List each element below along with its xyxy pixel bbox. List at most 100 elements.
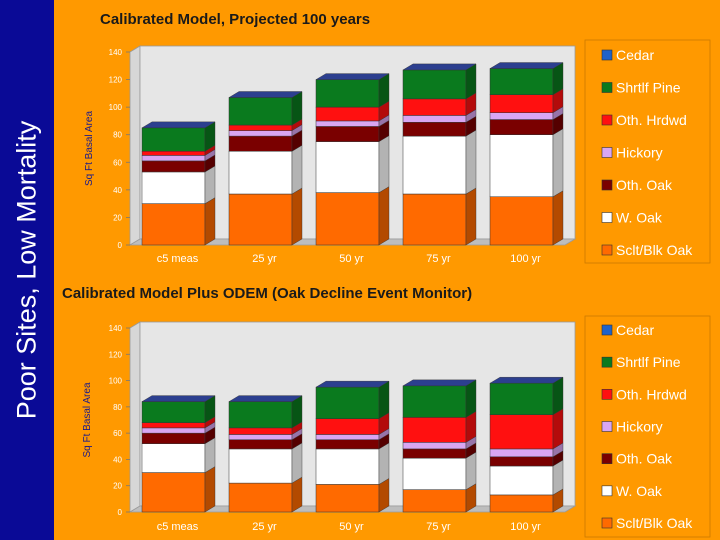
- bar-side-oth-hrdwd: [552, 408, 564, 450]
- legend-swatch-oth-hrdwd: [601, 389, 613, 400]
- bar-segment-hickory: [228, 434, 293, 440]
- y-tick-label: 40: [113, 455, 122, 464]
- chart-1-title: Calibrated Model, Projected 100 years: [100, 11, 371, 28]
- y-tick-label: 0: [118, 508, 123, 517]
- y-tick-label: 120: [109, 76, 123, 85]
- legend-swatch-cedar: [601, 324, 613, 336]
- bar-segment-hickory: [489, 112, 554, 120]
- x-tick-label: 25 yr: [252, 253, 277, 265]
- y-tick-label: 40: [113, 186, 122, 195]
- bar-segment-shrtlf-pine: [315, 79, 380, 108]
- bar-side-sclt-blk-oak: [378, 186, 390, 246]
- y-axis-label: Sq Ft Basal Area: [82, 382, 93, 457]
- legend-swatch-w-oak: [601, 212, 613, 223]
- side-wall: [129, 45, 141, 246]
- bar-segment-oth-oak: [489, 456, 554, 467]
- bar-segment-sclt-blk-oak: [228, 482, 293, 513]
- legend-swatch-shrtlf-pine: [601, 82, 613, 93]
- y-tick-label: 140: [109, 48, 123, 57]
- bar-segment-w-oak: [228, 151, 293, 195]
- bar-top: [315, 380, 390, 388]
- bar-side-w-oak: [465, 451, 477, 491]
- bar-segment-hickory: [402, 442, 467, 450]
- y-axis-label: Sq Ft Basal Area: [84, 111, 95, 186]
- legend-label-oth-oak: Oth. Oak: [616, 177, 673, 193]
- legend-swatch-hickory: [601, 421, 613, 432]
- legend-label-cedar: Cedar: [616, 47, 654, 63]
- bar-segment-sclt-blk-oak: [315, 484, 380, 513]
- bar-segment-oth-oak: [228, 135, 293, 152]
- bar-segment-shrtlf-pine: [141, 127, 206, 152]
- bar-side-sclt-blk-oak: [465, 187, 477, 246]
- bar-top: [228, 395, 303, 402]
- bar-segment-shrtlf-pine: [402, 385, 467, 418]
- legend-label-w-oak: W. Oak: [616, 210, 663, 226]
- bar-side-sclt-blk-oak: [291, 187, 303, 246]
- x-tick-label: 75 yr: [426, 521, 451, 533]
- side-wall: [129, 321, 141, 513]
- bar-segment-sclt-blk-oak: [489, 196, 554, 246]
- chart-2-title: Calibrated Model Plus ODEM (Oak Decline …: [62, 285, 473, 302]
- y-tick-label: 140: [109, 324, 123, 333]
- bar-segment-oth-hrdwd: [402, 417, 467, 443]
- bar-side-w-oak: [291, 442, 303, 484]
- legend-label-oth-hrdwd: Oth. Hrdwd: [616, 112, 687, 128]
- bar-side-sclt-blk-oak: [552, 190, 564, 246]
- bar-segment-oth-hrdwd: [228, 124, 293, 131]
- bar-segment-shrtlf-pine: [228, 401, 293, 429]
- x-tick-label: 50 yr: [339, 521, 364, 533]
- bar-segment-oth-oak: [141, 432, 206, 444]
- bar-segment-w-oak: [489, 134, 554, 197]
- legend-label-cedar: Cedar: [616, 322, 654, 338]
- bar-segment-oth-oak: [489, 119, 554, 135]
- legend-swatch-shrtlf-pine: [601, 356, 613, 368]
- legend: Cedar Shrtlf Pine Oth. Hrdwd Hickory Oth. Oa…: [584, 315, 711, 538]
- y-tick-label: 80: [113, 403, 122, 412]
- bar-segment-hickory: [402, 115, 467, 123]
- legend-swatch-sclt-blk-oak: [601, 517, 613, 529]
- bar-segment-shrtlf-pine: [489, 382, 554, 415]
- bar-top: [141, 121, 216, 129]
- bar-segment-w-oak: [402, 457, 467, 490]
- legend-label-shrtlf-pine: Shrtlf Pine: [616, 80, 681, 96]
- bar-side-shrtlf-pine: [378, 380, 390, 420]
- bar-side-sclt-blk-oak: [204, 197, 216, 246]
- bar-segment-sclt-blk-oak: [402, 489, 467, 513]
- bar-segment-oth-hrdwd: [141, 151, 206, 156]
- bar-side-w-oak: [378, 135, 390, 193]
- bar-side-w-oak: [204, 165, 216, 204]
- legend-swatch-cedar: [601, 49, 613, 61]
- bar-side-shrtlf-pine: [465, 379, 477, 418]
- legend-swatch-hickory: [601, 147, 613, 158]
- bar-top: [402, 63, 477, 71]
- bar-top: [489, 62, 564, 69]
- bar-segment-w-oak: [489, 465, 554, 496]
- bar-segment-sclt-blk-oak: [141, 203, 206, 246]
- x-tick-label: 100 yr: [510, 253, 541, 265]
- legend-label-w-oak: W. Oak: [616, 483, 663, 499]
- bar-segment-oth-hrdwd: [489, 414, 554, 450]
- bar-segment-shrtlf-pine: [489, 68, 554, 95]
- bar-segment-oth-oak: [402, 448, 467, 459]
- bar-side-shrtlf-pine: [552, 376, 564, 416]
- bar-side-w-oak: [465, 129, 477, 195]
- legend-label-sclt-blk-oak: Sclt/Blk Oak: [616, 515, 693, 531]
- bar-segment-oth-hrdwd: [315, 106, 380, 122]
- bar-segment-w-oak: [141, 443, 206, 473]
- bar-top: [228, 91, 303, 98]
- legend-label-oth-hrdwd: Oth. Hrdwd: [616, 386, 687, 402]
- legend-swatch-oth-oak: [601, 453, 613, 464]
- bar-segment-hickory: [489, 448, 554, 458]
- legend-label-shrtlf-pine: Shrtlf Pine: [616, 354, 681, 370]
- bar-side-sclt-blk-oak: [204, 466, 216, 513]
- bar-segment-oth-hrdwd: [141, 422, 206, 429]
- y-tick-label: 100: [109, 103, 123, 112]
- bar-side-w-oak: [378, 442, 390, 485]
- bar-segment-shrtlf-pine: [315, 386, 380, 419]
- bar-segment-w-oak: [141, 171, 206, 204]
- bar-segment-shrtlf-pine: [141, 401, 206, 423]
- bar-segment-oth-hrdwd: [228, 427, 293, 435]
- legend-label-hickory: Hickory: [616, 419, 663, 435]
- bar-segment-shrtlf-pine: [402, 69, 467, 100]
